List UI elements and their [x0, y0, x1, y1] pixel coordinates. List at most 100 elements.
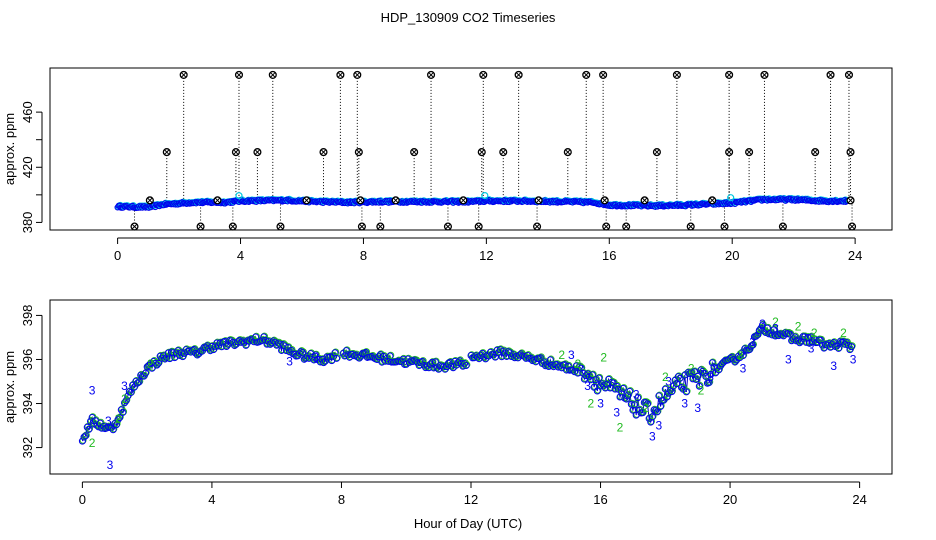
outlier-marker-cross [688, 223, 694, 230]
series-1-point-green [623, 394, 631, 402]
series-1-point-green [626, 387, 634, 395]
series-1-point [297, 347, 305, 355]
outlier-marker-cross [536, 197, 542, 203]
series-1-point-green [120, 408, 128, 416]
series-1-point [133, 379, 141, 387]
series-1-point-green [333, 354, 341, 362]
series-3-marker: 3 [584, 379, 591, 393]
series-1-point [592, 376, 600, 384]
series-1-point [462, 362, 470, 370]
outlier-marker-cross [849, 223, 855, 230]
series-2-marker: 2 [121, 392, 128, 406]
outlier-marker-cross [230, 223, 236, 230]
outlier-marker-cross [726, 72, 732, 78]
series-1-point [595, 374, 603, 382]
series-3-marker: 3 [286, 355, 293, 369]
series-3-marker: 3 [89, 383, 96, 397]
outlier-marker-cross [236, 72, 242, 78]
series-1-point-green [639, 408, 647, 416]
series-1-point-green [121, 398, 129, 406]
top-x-tick-label: 12 [479, 248, 493, 263]
outlier-marker-cross [270, 72, 276, 78]
series-1-point [85, 425, 93, 433]
co2-point-cyan [235, 192, 243, 200]
outlier-marker-cross [254, 149, 260, 155]
series-1-point-green [596, 373, 604, 381]
series-1-point-green [644, 399, 652, 407]
bottom-x-tick-label: 16 [593, 492, 607, 507]
series-1-point-green [589, 370, 597, 378]
co2-point-cyan [727, 194, 735, 202]
top-x-tick-label: 24 [848, 248, 862, 263]
outlier-marker-cross [565, 149, 571, 155]
series-1-point [784, 329, 792, 337]
series-3-marker: 3 [597, 397, 604, 411]
outlier-marker-cross [516, 72, 522, 78]
series-1-point-green [419, 357, 427, 365]
series-1-point-green [634, 393, 642, 401]
series-1-point [201, 343, 209, 351]
series-1-point-green [625, 390, 633, 398]
bottom-y-axis-label: approx. ppm [2, 351, 17, 423]
series-3-marker: 3 [665, 374, 672, 388]
series-1-point [673, 380, 681, 388]
series-3-marker: 3 [121, 379, 128, 393]
series-1-point [496, 346, 504, 354]
series-1-point [593, 387, 601, 395]
series-1-point [726, 354, 734, 362]
series-1-point [154, 359, 162, 367]
series-1-point [491, 353, 499, 361]
series-1-point-green [696, 381, 704, 389]
series-1-point [695, 382, 703, 390]
series-1-point-green [749, 340, 757, 348]
series-1-point-green [387, 351, 395, 359]
series-1-point-green [115, 415, 123, 423]
series-1-point [179, 353, 187, 361]
series-1-point-green [683, 387, 691, 395]
series-2-marker: 2 [688, 361, 695, 375]
top-x-tick-label: 0 [114, 248, 121, 263]
series-1-point [119, 408, 127, 416]
series-1-point [686, 370, 694, 378]
series-1-point-green [770, 325, 778, 333]
bottom-x-tick-label: 12 [464, 492, 478, 507]
series-1-point [805, 339, 813, 347]
series-1-point-green [656, 391, 664, 399]
series-1-point [116, 414, 124, 422]
series-1-point-green [588, 375, 596, 383]
series-1-point [700, 369, 708, 377]
outlier-marker-cross [847, 149, 854, 155]
outlier-marker-cross [603, 223, 609, 230]
top-y-axis-label: approx. ppm [2, 113, 17, 185]
series-1-point [281, 342, 289, 350]
series-1-point-green [191, 345, 199, 353]
series-1-point [422, 364, 430, 372]
series-1-point [844, 341, 852, 349]
outlier-marker-cross [337, 72, 343, 78]
bottom-x-tick-label: 8 [338, 492, 345, 507]
co2-trend-line [81, 323, 852, 442]
bottom-x-tick-label: 4 [208, 492, 215, 507]
series-1-point-green [311, 355, 319, 363]
outlier-marker-cross [780, 223, 786, 230]
top-x-tick-label: 20 [725, 248, 739, 263]
outlier-marker-cross [304, 197, 310, 203]
top-y-tick-label: 420 [20, 156, 35, 178]
series-3-marker: 3 [613, 405, 620, 419]
outlier-marker-cross [357, 197, 363, 203]
outlier-marker-cross [445, 223, 451, 230]
series-1-point-green [123, 396, 131, 404]
series-1-point-green [375, 352, 383, 360]
series-1-point [682, 388, 690, 396]
series-1-point-green [299, 348, 307, 356]
outlier-marker-cross [623, 223, 629, 230]
series-2-marker: 2 [89, 436, 96, 450]
series-3-marker: 3 [655, 419, 662, 433]
series-1-point-green [754, 330, 762, 338]
series-1-point [694, 372, 702, 380]
outlier-marker-cross [827, 72, 834, 78]
series-1-point [354, 353, 362, 361]
series-2-marker: 2 [587, 397, 594, 411]
series-2-marker: 2 [736, 348, 743, 362]
